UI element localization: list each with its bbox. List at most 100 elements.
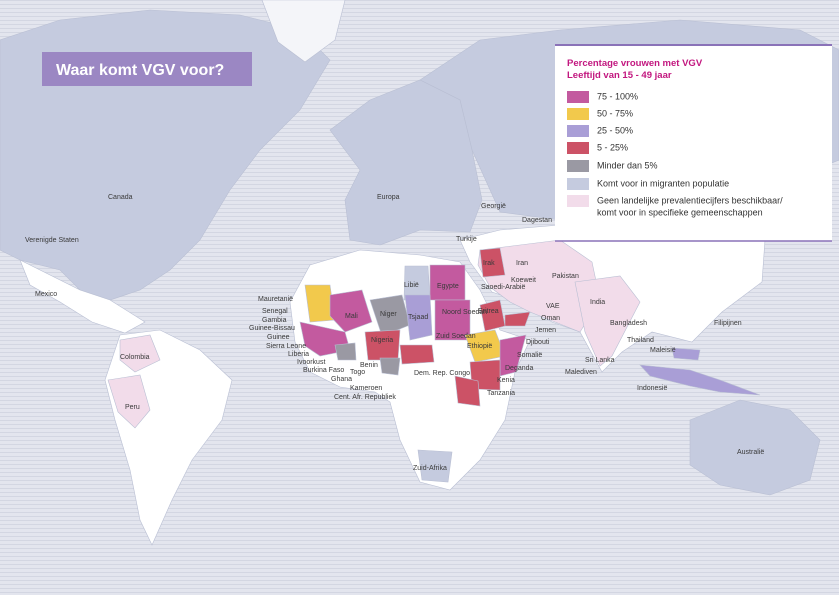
yemen — [504, 311, 531, 327]
country-label: Sri Lanka — [585, 357, 615, 364]
country-label: Liberia — [288, 351, 309, 358]
country-label: Senegal — [262, 308, 288, 315]
country-label: Maleisië — [650, 347, 676, 354]
country-label: Zuid Soedan — [436, 333, 476, 340]
country-label: Somalië — [517, 352, 542, 359]
country-label: Cent. Afr. Republiek — [334, 394, 396, 401]
central-america — [19, 259, 146, 334]
country-label: Tsjaad — [408, 314, 428, 321]
malaysia — [671, 347, 701, 361]
legend-swatch — [567, 160, 589, 172]
legend-swatch — [567, 178, 589, 190]
legend-swatch — [567, 91, 589, 103]
mali — [329, 289, 373, 333]
country-label: VAE — [546, 303, 560, 310]
middle-east — [477, 239, 601, 333]
country-label: Mauretanië — [258, 296, 293, 303]
country-label: Djibouti — [526, 339, 550, 346]
country-label: Nigeria — [371, 337, 393, 344]
legend-swatch — [567, 195, 589, 207]
country-label: Dagestan — [522, 217, 552, 224]
country-label: Oman — [541, 315, 560, 322]
legend-box — [555, 45, 832, 241]
country-label: Kenia — [497, 377, 515, 384]
legend-swatch — [567, 125, 589, 137]
country-label: Ghana — [331, 376, 352, 383]
country-label: Mexico — [35, 291, 57, 298]
australia — [689, 399, 821, 496]
country-label: Kameroen — [350, 385, 382, 392]
tanzania — [454, 375, 481, 407]
country-labels: Canada Verenigde Staten Mexico Colombia Peru… — [25, 194, 764, 472]
country-label: Colombia — [120, 354, 150, 361]
legend-label: Geen landelijke prevalentiecijfers besch… — [597, 195, 783, 205]
south-africa — [417, 449, 453, 483]
title: Waar komt VGV voor? — [56, 62, 224, 79]
country-label: Ivoorkust — [297, 359, 325, 366]
country-label: Gambia — [262, 317, 287, 324]
country-label: Guinee — [267, 334, 290, 341]
country-label: Ethiopië — [467, 343, 492, 350]
title-box — [42, 52, 252, 86]
greenland — [261, 0, 346, 63]
country-label: Europa — [377, 194, 400, 201]
legend-swatch — [567, 142, 589, 154]
country-label: Jemen — [535, 327, 556, 334]
country-label: Noord Soedan — [442, 309, 487, 316]
legend-label: 75 - 100% — [597, 91, 638, 101]
country-label: Bangladesh — [610, 320, 647, 327]
legend-label: 25 - 50% — [597, 125, 633, 135]
country-label: Burkina Faso — [303, 367, 344, 374]
country-label: Georgië — [481, 203, 506, 210]
country-label: Dem. Rep. Congo — [414, 370, 470, 377]
country-label: Eritrea — [478, 308, 499, 315]
country-label: Filipijnen — [714, 320, 742, 327]
country-label: Indonesië — [637, 385, 667, 392]
country-label: Benin — [360, 362, 378, 369]
central-african-republic — [399, 344, 435, 365]
legend-title: Percentage vrouwen met VGV — [567, 58, 703, 69]
country-label: Irak — [483, 260, 495, 267]
ghana — [334, 342, 357, 361]
legend-label: 5 - 25% — [597, 142, 628, 152]
legend-subtitle: Leeftijd van 15 - 49 jaar — [567, 70, 672, 81]
chad — [404, 294, 433, 341]
country-label: Deganda — [505, 365, 534, 372]
legend-label: komt voor in specifieke gemeenschappen — [597, 207, 763, 217]
europe — [329, 79, 483, 246]
iraq — [479, 247, 506, 278]
indonesia — [639, 364, 761, 396]
country-label: Tanzania — [487, 390, 515, 397]
country-label: Pakistan — [552, 273, 579, 280]
legend-label: 50 - 75% — [597, 108, 633, 118]
legend: Percentage vrouwen met VGV Leeftijd van … — [555, 44, 832, 242]
country-label: Australië — [737, 449, 764, 456]
colombia — [119, 334, 161, 373]
country-label: Guinee-Bissau — [249, 325, 295, 332]
country-label: Iran — [516, 260, 528, 267]
country-label: Libië — [404, 282, 419, 289]
country-label: Verenigde Staten — [25, 237, 79, 244]
country-label: Mali — [345, 313, 358, 320]
country-label: Canada — [108, 194, 133, 201]
peru — [107, 374, 151, 429]
country-label: Sierra Leone — [266, 343, 306, 350]
country-label: Thailand — [627, 337, 654, 344]
country-label: Peru — [125, 404, 140, 411]
country-label: Niger — [380, 311, 397, 318]
cameroon — [379, 357, 401, 376]
country-label: India — [590, 299, 605, 306]
country-label: Egypte — [437, 283, 459, 290]
country-label: Koeweit — [511, 277, 536, 284]
country-label: Turkije — [456, 236, 477, 243]
country-label: Saoedi-Arabië — [481, 284, 525, 291]
legend-label: Komt voor in migranten populatie — [597, 178, 729, 188]
country-label: Togo — [350, 369, 365, 376]
nigeria — [364, 329, 401, 361]
legend-swatch — [567, 108, 589, 120]
country-label: Zuid-Afrika — [413, 465, 447, 472]
country-label: Malediven — [565, 369, 597, 376]
india — [574, 275, 641, 367]
